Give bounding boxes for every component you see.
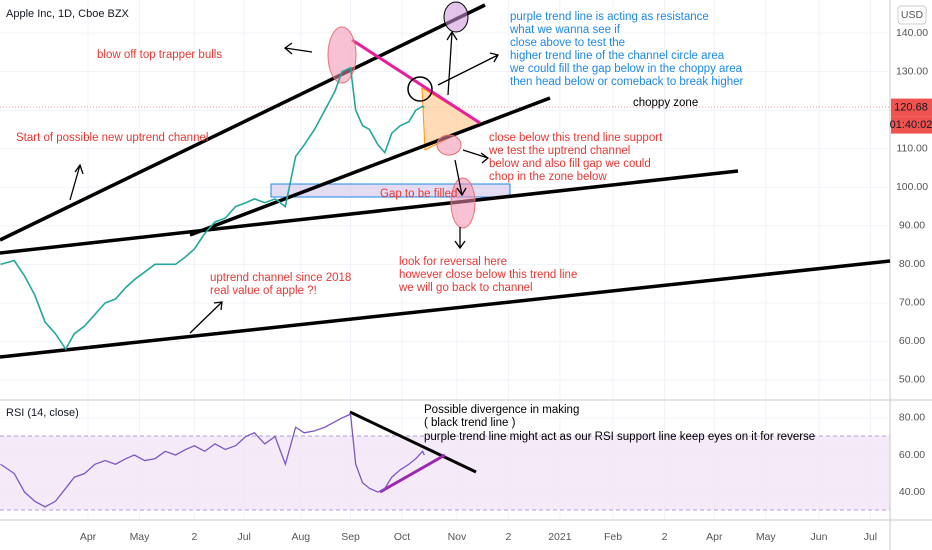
y-tick-label: 80.00 [899, 412, 925, 424]
symbol-title: Apple Inc, 1D, Cboe BZX [6, 8, 130, 20]
y-tick-label: 40.00 [899, 486, 925, 498]
annotation: purple trend line is acting as resistanc… [510, 11, 709, 23]
ellipse [443, 1, 469, 33]
annotation: close above to test the [510, 37, 625, 49]
annotation: look for reversal here [399, 256, 507, 268]
countdown: 01:40:02 [890, 119, 932, 131]
x-tick-label: Jul [864, 531, 877, 543]
x-tick-label: May [756, 531, 777, 543]
annotation: we test the uptrend channel [488, 145, 630, 157]
arrows [69, 30, 499, 334]
countdown-box [891, 116, 932, 134]
arrow [454, 227, 466, 250]
annotation: below and also fill gap we could [489, 158, 651, 170]
x-tick-label: 2 [505, 531, 511, 543]
x-tick-label: Feb [604, 531, 622, 543]
arrow [283, 42, 313, 55]
y-tick-label: 70.00 [899, 297, 925, 309]
annotation: we will go back to channel [398, 282, 533, 294]
y-tick-label: 90.00 [899, 220, 925, 232]
currency-box [897, 5, 927, 25]
rsi-line [0, 413, 425, 508]
x-tick-label: Apr [706, 531, 723, 543]
y-tick-label: 80.00 [899, 258, 925, 270]
x-tick-label: Sep [341, 531, 360, 543]
annotation: purple trend line might act as our RSI s… [424, 431, 815, 443]
trend-line [0, 3, 486, 242]
rsi-support-line [379, 453, 446, 494]
resistance-line [351, 38, 481, 125]
rsi-band [0, 436, 890, 510]
annotation: close below this trend line support [489, 132, 663, 144]
y-tick-label: 100.00 [896, 181, 928, 193]
x-tick-label: Aug [291, 531, 310, 543]
last-price-label: 120.68 [894, 101, 928, 113]
trend-line [0, 259, 891, 359]
price-line [0, 66, 425, 351]
trend-line [0, 169, 739, 255]
x-tick-label: Nov [448, 531, 467, 543]
y-tick-label: 130.00 [896, 65, 928, 77]
arrow [454, 159, 467, 197]
annotation: uptrend channel since 2018 [210, 272, 351, 284]
annotation: chop in the zone below [489, 171, 607, 183]
x-tick-label: Apr [80, 531, 97, 543]
y-tick-label: 140.00 [896, 27, 928, 39]
ellipse [450, 177, 476, 229]
rsi-label: RSI (14, close) [6, 407, 79, 419]
x-tick-label: May [130, 531, 151, 543]
annotation: Possible divergence in making [424, 404, 579, 416]
annotation: higher trend line of the channel circle … [510, 50, 725, 62]
annotation: Start of possible new uptrend channel [16, 132, 208, 144]
annotation: however close below this trend line [399, 269, 577, 281]
trend-line [189, 96, 551, 237]
annotation: we could fill the gap below in the chopp… [509, 63, 743, 75]
gap-box [270, 183, 511, 198]
y-tick-label: 60.00 [899, 449, 925, 461]
x-tick-label: Jun [810, 531, 827, 543]
arrow [446, 30, 458, 96]
y-tick-label: 110.00 [896, 143, 927, 155]
annotation: what we wanna see if [509, 24, 621, 36]
annotation: ( black trend line ) [424, 417, 516, 429]
rsi-trend-line [349, 410, 477, 474]
annotation: blow off top trapper bulls [97, 49, 222, 61]
x-tick-label: Jul [237, 531, 250, 543]
x-tick-label: 2 [662, 531, 668, 543]
x-tick-label: 2 [191, 531, 197, 543]
trend-lines [0, 3, 891, 474]
arrow [69, 163, 84, 201]
y-tick-label: 50.00 [899, 374, 925, 386]
annotation: choppy zone [633, 97, 698, 109]
currency: USD [901, 9, 924, 21]
arrow [189, 301, 223, 334]
annotation: Gap to be filled [380, 188, 457, 200]
circle [407, 76, 433, 102]
x-tick-label: 2021 [548, 531, 572, 543]
x-tick-label: Oct [394, 531, 410, 543]
last-price-box [891, 98, 932, 117]
ellipse [436, 134, 462, 156]
arrow [462, 149, 490, 164]
annotation: then head below or comeback to break hig… [510, 76, 744, 88]
y-tick-label: 60.00 [899, 335, 925, 347]
annotation: real value of apple ?! [210, 285, 317, 297]
arrow [437, 52, 499, 86]
